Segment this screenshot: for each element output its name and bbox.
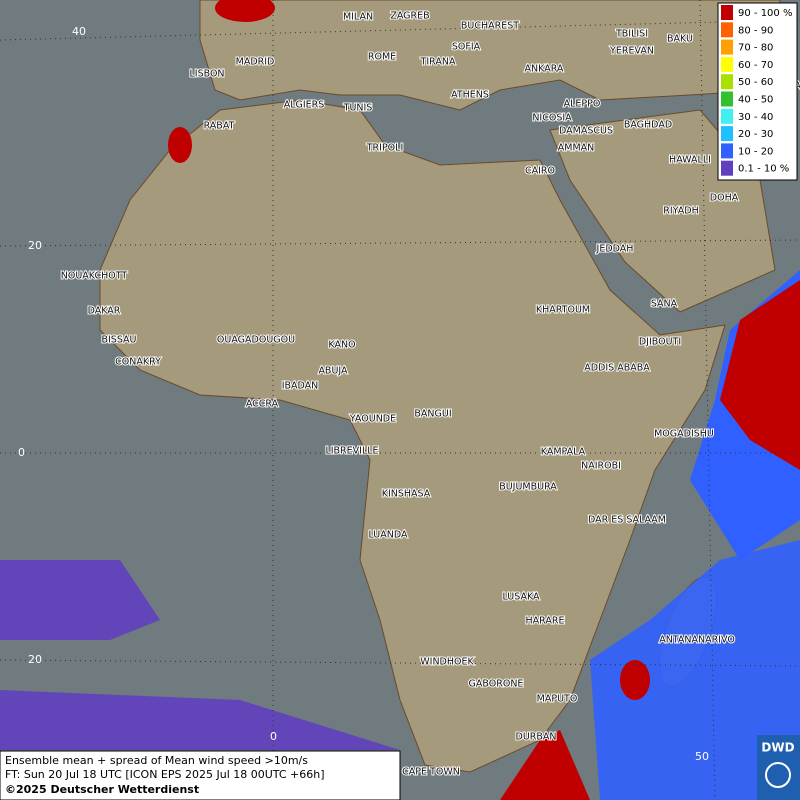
legend-swatch [721, 108, 733, 124]
city-label: NAIROBI [581, 461, 621, 472]
city-label: WINDHOEK [420, 657, 474, 668]
city-label: DAR ES SALAAM [588, 515, 666, 526]
city-label: ATHENS [451, 90, 489, 101]
city-label: MADRID [236, 57, 275, 68]
city-label: KHARTOUM [536, 305, 590, 316]
legend-label: 60 - 70 [738, 60, 773, 71]
city-label: ALGIERS [284, 100, 325, 111]
city-label: ABUJA [318, 366, 348, 377]
city-label: LISBON [189, 69, 224, 80]
city-label: TBILISI [615, 29, 648, 40]
city-label: BISSAU [101, 335, 136, 346]
city-label: JEDDAH [596, 244, 634, 255]
city-label: BAGHDAD [624, 120, 672, 131]
city-label: AMMAN [558, 143, 595, 154]
city-label: BAKU [667, 34, 693, 45]
lat-label: 0 [18, 446, 25, 459]
city-label: NOUAKCHOTT [61, 271, 128, 282]
city-label: KINSHASA [382, 489, 431, 500]
lat-label: 20 [28, 653, 42, 666]
legend-swatch [721, 126, 733, 142]
logo-icon [765, 762, 791, 788]
caption: Ensemble mean + spread of Mean wind spee… [0, 750, 401, 800]
city-label: CAPE TOWN [402, 767, 460, 778]
lon-label: 0 [270, 730, 277, 743]
caption-line: FT: Sun 20 Jul 18 UTC [ICON EPS 2025 Jul… [5, 768, 325, 781]
city-label: HARARE [526, 616, 565, 627]
city-label: SANA [651, 299, 678, 310]
city-label: LIBREVILLE [325, 446, 378, 457]
city-label: YAOUNDE [349, 414, 396, 425]
city-label: ANTANANARIVO [659, 635, 735, 646]
city-label: MOGADISHU [654, 429, 714, 440]
city-label: DURBAN [516, 732, 557, 743]
legend-label: 10 - 20 [738, 146, 773, 157]
legend-swatch [721, 74, 733, 90]
city-label: KAMPALA [541, 447, 586, 458]
legend: 90 - 100 % 80 - 90 70 - 80 60 - 70 50 - 60 40… [717, 2, 798, 181]
city-label: CONAKRY [115, 357, 161, 368]
city-label: DAKAR [88, 306, 121, 317]
legend-label: 20 - 30 [738, 129, 773, 140]
legend-swatch [721, 5, 733, 20]
city-label: LUANDA [368, 530, 408, 541]
city-label: TRIPOLI [366, 143, 404, 154]
city-label: RIYADH [663, 206, 698, 217]
logo: DWD [757, 735, 800, 800]
legend-label: 40 - 50 [738, 95, 773, 106]
lon-label: 50 [695, 750, 709, 763]
city-label: ANKARA [525, 64, 564, 75]
city-label: ACCRA [246, 399, 279, 410]
city-label: BUJUMBURA [499, 482, 557, 493]
city-label: CAIRO [525, 166, 555, 177]
city-label: HAWALLI [669, 155, 711, 166]
city-label: TUNIS [343, 103, 373, 114]
city-label: RABAT [204, 121, 235, 132]
city-label: SOFIA [452, 42, 481, 53]
caption-box [0, 750, 401, 800]
city-label: DOHA [710, 193, 739, 204]
legend-swatch [721, 91, 733, 107]
lat-label: 20 [28, 239, 42, 252]
city-label: ALEPPO [564, 99, 601, 110]
city-label: YEREVAN [609, 46, 654, 57]
legend-swatch [721, 56, 733, 72]
city-label: ADDIS ABABA [584, 363, 650, 374]
logo-box [757, 735, 800, 800]
city-label: LUSAKA [502, 592, 540, 603]
legend-swatch [721, 160, 733, 176]
city-label: GABORONE [469, 679, 524, 690]
legend-label: 30 - 40 [738, 112, 773, 123]
caption-line: Ensemble mean + spread of Mean wind spee… [5, 754, 308, 767]
legend-label: 50 - 60 [738, 77, 773, 88]
city-label: BANGUI [414, 409, 451, 420]
legend-label: 70 - 80 [738, 43, 773, 54]
city-label: BUCHAREST [461, 21, 519, 32]
legend-label: 80 - 90 [738, 25, 773, 36]
labels: MILAN ZAGREB BUCHAREST SOFIA ROME TIRANA ANKAR… [18, 10, 800, 779]
city-label: NICOSIA [532, 113, 572, 124]
city-label: ROME [368, 52, 396, 63]
city-label: TIRANA [420, 57, 456, 68]
city-label: KANO [328, 340, 355, 351]
legend-label: 90 - 100 % [738, 8, 792, 19]
city-label: MILAN [343, 12, 373, 23]
city-label: ZAGREB [390, 11, 429, 22]
logo-text: DWD [761, 741, 794, 755]
legend-swatch [721, 143, 733, 159]
city-label: DJIBOUTI [639, 337, 681, 348]
legend-swatch [721, 39, 733, 55]
legend-label: 0.1 - 10 % [738, 164, 789, 175]
lat-label: 40 [72, 25, 86, 38]
city-label: IBADAN [282, 381, 319, 392]
city-label: MAPUTO [537, 694, 578, 705]
legend-swatch [721, 22, 733, 38]
city-label: OUAGADOUGOU [217, 335, 295, 346]
caption-line: ©2025 Deutscher Wetterdienst [5, 783, 199, 796]
city-label: DAMASCUS [559, 126, 613, 137]
